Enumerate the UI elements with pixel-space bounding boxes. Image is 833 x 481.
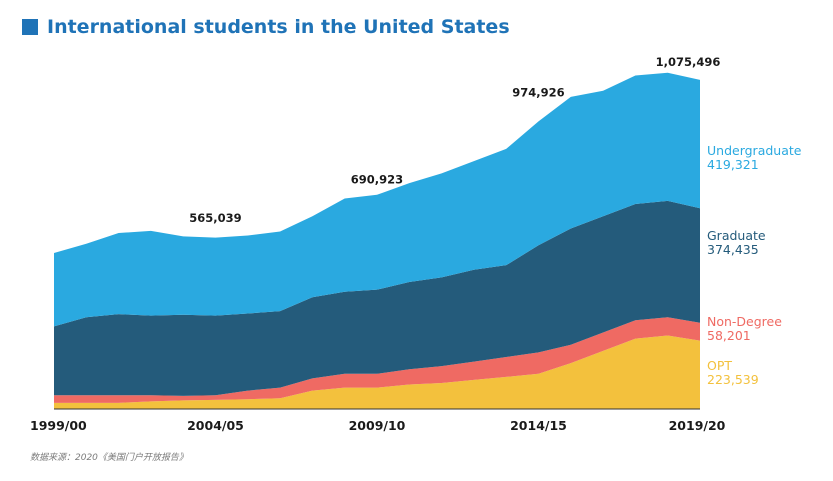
area-undergraduate [54, 72, 700, 327]
total-label: 690,923 [351, 173, 403, 187]
chart-title: International students in the United Sta… [47, 16, 510, 38]
x-tick-label: 2004/05 [187, 418, 244, 433]
x-axis-ticks: 1999/00 2004/05 2009/10 2014/15 2019/20 [30, 418, 726, 433]
area-layers [54, 72, 700, 409]
series-value-label: 58,201 [707, 328, 751, 343]
area-opt [54, 335, 700, 409]
x-tick-label: 1999/00 [30, 418, 87, 433]
series-value-label: 419,321 [707, 157, 759, 172]
area-non-degree [54, 317, 700, 403]
series-name-label: OPT [707, 358, 732, 373]
x-tick-label: 2014/15 [510, 418, 567, 433]
total-label: 565,039 [189, 211, 241, 225]
source-note: 数据来源：2020《美国门户开放报告》 [30, 452, 188, 463]
series-name-label: Non-Degree [707, 314, 782, 329]
x-tick-label: 2009/10 [349, 418, 406, 433]
total-label: 974,926 [512, 86, 564, 100]
total-labels: 565,039 690,923 974,926 1,075,496 [189, 55, 720, 225]
total-label: 1,075,496 [656, 55, 721, 69]
series-value-label: 223,539 [707, 372, 759, 387]
series-name-label: Undergraduate [707, 143, 802, 158]
area-graduate [54, 200, 700, 396]
series-name-label: Graduate [707, 228, 766, 243]
title-marker [22, 19, 38, 35]
series-value-label: 374,435 [707, 242, 759, 257]
x-tick-label: 2019/20 [669, 418, 726, 433]
